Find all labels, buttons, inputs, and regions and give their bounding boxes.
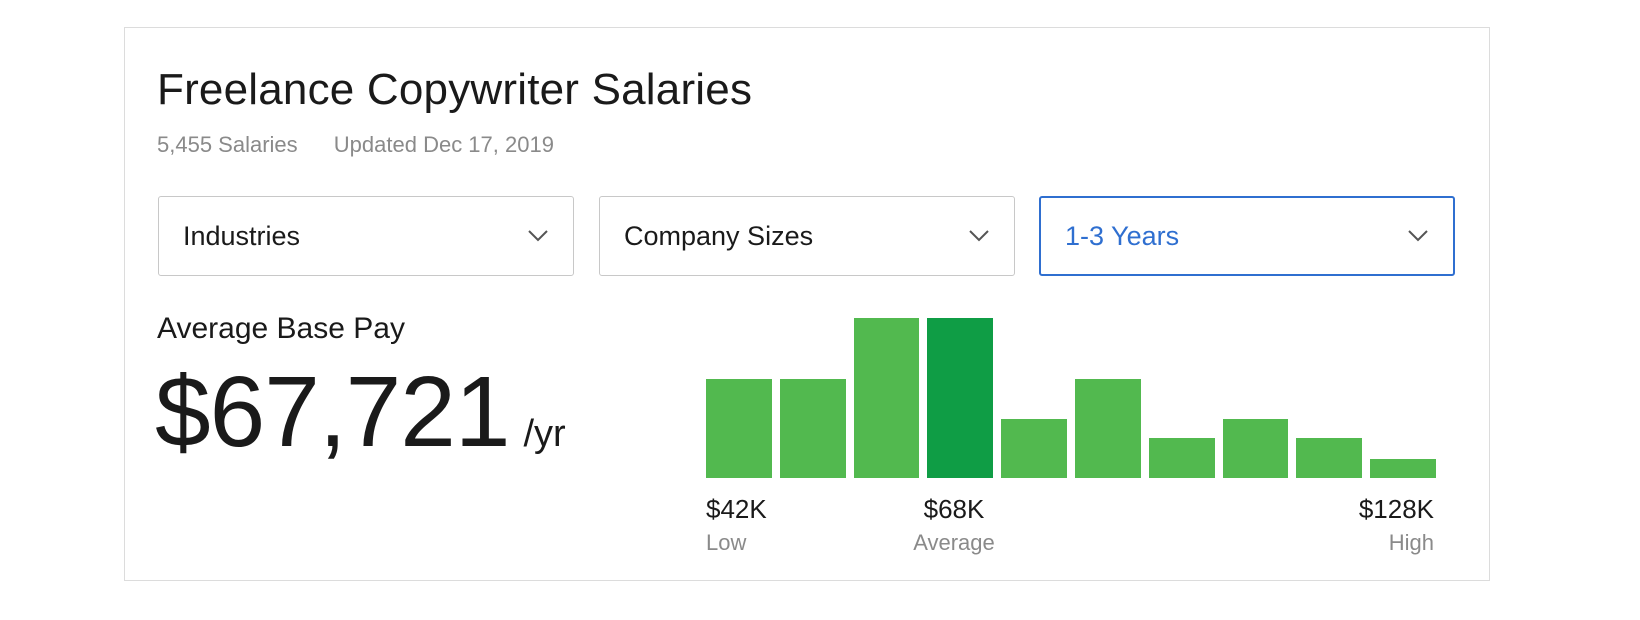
experience-dropdown-label: 1-3 Years	[1065, 220, 1180, 251]
experience-dropdown[interactable]: 1-3 Years	[1039, 196, 1455, 276]
salary-histogram	[706, 318, 1436, 478]
average-label: Average	[913, 530, 995, 555]
average-value: $68K	[923, 494, 985, 524]
histogram-bar	[927, 318, 994, 478]
high-value: $128K	[1358, 494, 1434, 524]
industries-dropdown-label: Industries	[183, 220, 301, 251]
low-value: $42K	[706, 494, 767, 524]
updated-date: Updated Dec 17, 2019	[333, 132, 554, 157]
histogram-bar	[779, 378, 846, 478]
histogram-bar	[1001, 418, 1067, 478]
company-sizes-dropdown[interactable]: Company Sizes	[599, 196, 1015, 276]
histogram-bar	[706, 378, 772, 478]
salary-count: 5,455 Salaries	[157, 132, 298, 157]
low-label: Low	[706, 530, 747, 555]
histogram-bar	[1296, 438, 1363, 478]
salary-meta: 5,455 Salaries Updated Dec 17, 2019	[157, 132, 554, 158]
page-title: Freelance Copywriter Salaries	[157, 65, 753, 114]
industries-dropdown[interactable]: Industries	[158, 196, 574, 276]
histogram-bar	[1370, 458, 1436, 478]
histogram-bar	[1222, 418, 1289, 478]
salary-card: Freelance Copywriter Salaries 5,455 Sala…	[124, 27, 1490, 581]
chevron-down-icon	[1408, 230, 1428, 242]
average-base-pay-label: Average Base Pay	[157, 312, 405, 345]
pay-unit: /yr	[523, 413, 566, 455]
chevron-down-icon	[969, 230, 989, 242]
pay-amount: $67,721	[155, 356, 510, 468]
histogram-bar	[1148, 438, 1215, 478]
histogram-bar	[853, 318, 920, 478]
chevron-down-icon	[528, 230, 548, 242]
high-label: High	[1388, 530, 1434, 555]
average-base-pay: $67,721 /yr	[155, 362, 566, 462]
company-sizes-dropdown-label: Company Sizes	[624, 220, 814, 251]
histogram-bar	[1075, 378, 1141, 478]
